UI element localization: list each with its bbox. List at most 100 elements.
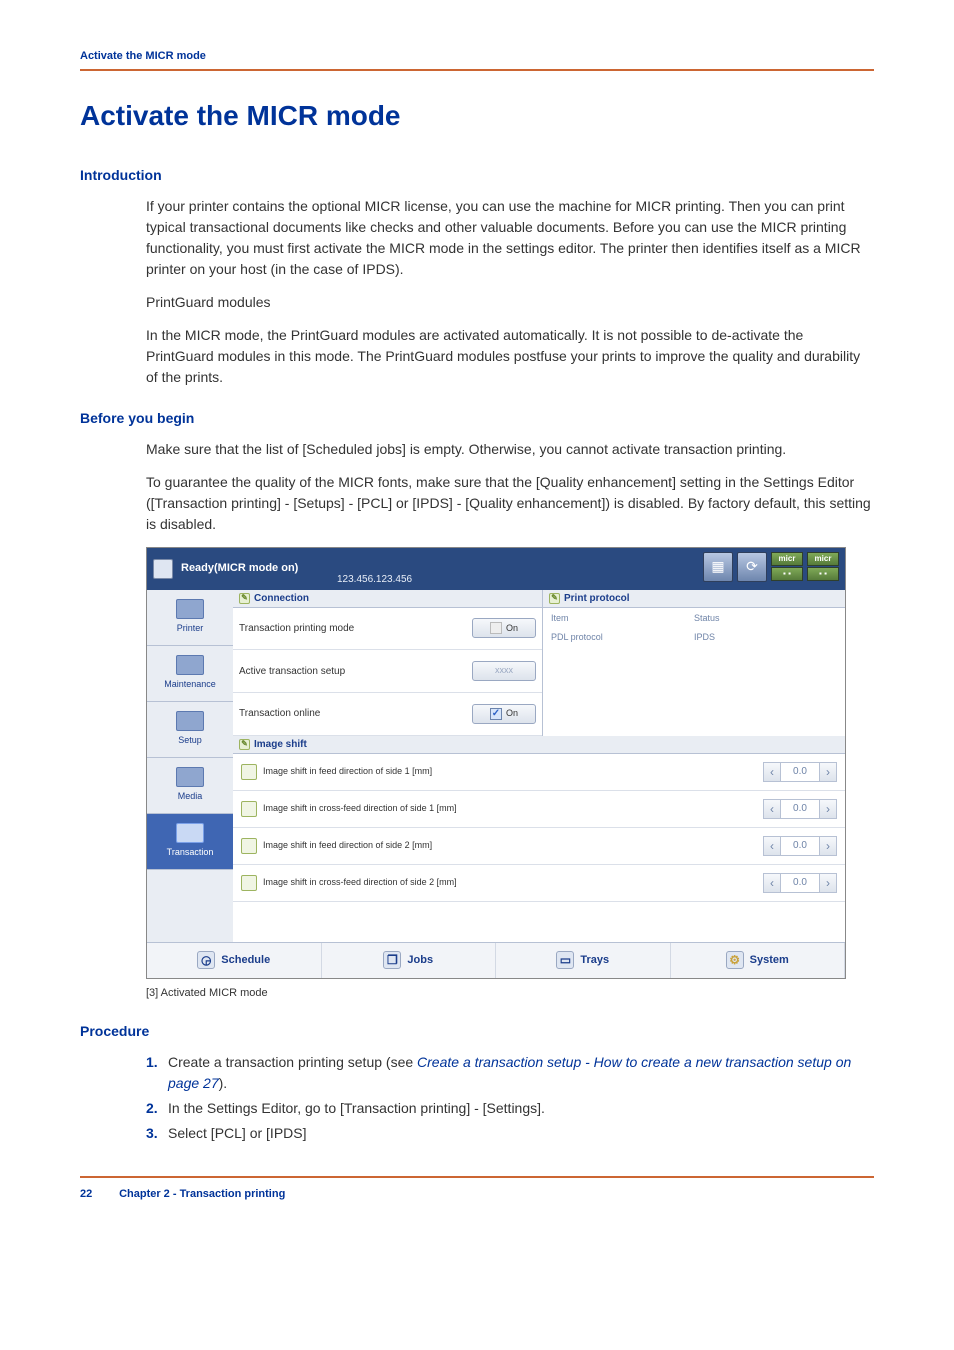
- before-p1: Make sure that the list of [Scheduled jo…: [146, 439, 874, 460]
- procedure-step: 3. Select [PCL] or [IPDS]: [146, 1123, 874, 1144]
- tab-schedule[interactable]: Schedule: [147, 943, 322, 978]
- step-text: In the Settings Editor, go to [Transacti…: [168, 1100, 545, 1116]
- micr-indicator-2b: ▪ ▪: [807, 567, 839, 581]
- printer-icon: [176, 599, 204, 619]
- step-value: 0.0: [781, 836, 819, 856]
- shift-label: Image shift in cross-feed direction of s…: [263, 876, 763, 890]
- nav-printer[interactable]: Printer: [147, 590, 233, 646]
- page-number: 22: [80, 1186, 116, 1203]
- panel-heading-text: Image shift: [254, 737, 307, 752]
- footer-rule: [80, 1176, 874, 1178]
- procedure-step: 2. In the Settings Editor, go to [Transa…: [146, 1098, 874, 1119]
- intro-p3: In the MICR mode, the PrintGuard modules…: [146, 325, 874, 388]
- nav-transaction[interactable]: Transaction: [147, 814, 233, 870]
- shift-row-4: Image shift in cross-feed direction of s…: [233, 865, 845, 902]
- media-icon: [176, 767, 204, 787]
- nav-maintenance[interactable]: Maintenance: [147, 646, 233, 702]
- toolbar-icon-2[interactable]: ⟳: [737, 552, 767, 582]
- micr-indicator-1b: ▪ ▪: [771, 567, 803, 581]
- step-text-post: ).: [219, 1075, 228, 1091]
- toggle-text: On: [506, 622, 518, 636]
- step-value: 0.0: [781, 873, 819, 893]
- section-before-heading: Before you begin: [80, 408, 874, 429]
- nav-label: Setup: [178, 734, 202, 748]
- schedule-icon: [197, 951, 215, 969]
- step-down-button[interactable]: ‹: [763, 762, 781, 782]
- select-active-setup[interactable]: xxxx: [472, 661, 536, 681]
- shift-label: Image shift in feed direction of side 1 …: [263, 765, 763, 779]
- panel-print-protocol: ✎ Print protocol Item Status PDL protoco…: [543, 590, 845, 736]
- blank-area: [233, 902, 845, 942]
- stepper-shift-4: ‹ 0.0 ›: [763, 873, 837, 893]
- step-up-button[interactable]: ›: [819, 762, 837, 782]
- row-label: Transaction online: [239, 706, 472, 721]
- nav-setup[interactable]: Setup: [147, 702, 233, 758]
- main-area: Printer Maintenance Setup Media Transact…: [147, 590, 845, 942]
- step-up-button[interactable]: ›: [819, 799, 837, 819]
- step-down-button[interactable]: ‹: [763, 873, 781, 893]
- step-up-button[interactable]: ›: [819, 873, 837, 893]
- right-panels: ✎ Connection Transaction printing mode ✓…: [233, 590, 845, 942]
- toggle-text: On: [506, 707, 518, 721]
- section-introduction-heading: Introduction: [80, 165, 874, 186]
- window-subtitle: 123.456.123.456: [337, 572, 412, 587]
- tab-label: Jobs: [407, 952, 433, 969]
- app-icon: [153, 559, 173, 579]
- step-number: 2.: [146, 1098, 158, 1119]
- row-active-transaction-setup: Active transaction setup xxxx: [233, 650, 542, 693]
- shift-row-1: Image shift in feed direction of side 1 …: [233, 754, 845, 791]
- protocol-status: IPDS: [694, 631, 837, 645]
- step-number: 3.: [146, 1123, 158, 1144]
- tab-label: Trays: [580, 952, 609, 969]
- step-down-button[interactable]: ‹: [763, 799, 781, 819]
- stepper-shift-1: ‹ 0.0 ›: [763, 762, 837, 782]
- xref-create-transaction-setup[interactable]: Create a transaction setup - How to crea…: [417, 1054, 832, 1070]
- panel-image-shift: ✎ Image shift Image shift in feed direct…: [233, 736, 845, 942]
- edit-icon: ✎: [239, 739, 250, 750]
- tab-system[interactable]: System: [671, 943, 846, 978]
- nav-label: Maintenance: [164, 678, 216, 692]
- left-nav: Printer Maintenance Setup Media Transact…: [147, 590, 233, 942]
- stepper-shift-3: ‹ 0.0 ›: [763, 836, 837, 856]
- transaction-icon: [176, 823, 204, 843]
- step-text: Select [PCL] or [IPDS]: [168, 1125, 307, 1141]
- window-title: Ready(MICR mode on): [181, 560, 298, 577]
- jobs-icon: [383, 951, 401, 969]
- step-down-button[interactable]: ‹: [763, 836, 781, 856]
- shift-label: Image shift in feed direction of side 2 …: [263, 839, 763, 853]
- toggle-transaction-printing-mode[interactable]: ✓ On: [472, 618, 536, 638]
- step-up-button[interactable]: ›: [819, 836, 837, 856]
- bottom-tabbar: Schedule Jobs Trays System: [147, 942, 845, 978]
- row-transaction-printing-mode: Transaction printing mode ✓ On: [233, 608, 542, 651]
- panel-heading-text: Print protocol: [564, 591, 630, 606]
- trays-icon: [556, 951, 574, 969]
- micr-indicator-2: micr: [807, 552, 839, 566]
- protocol-value-row: PDL protocol IPDS: [543, 629, 845, 645]
- protocol-header-row: Item Status: [543, 608, 845, 630]
- toolbar-icon-1[interactable]: ▦: [703, 552, 733, 582]
- col-item-header: Item: [551, 612, 694, 626]
- nav-media[interactable]: Media: [147, 758, 233, 814]
- panel-connection: ✎ Connection Transaction printing mode ✓…: [233, 590, 543, 736]
- procedure-list: 1. Create a transaction printing setup (…: [146, 1052, 874, 1144]
- shift-row-3: Image shift in feed direction of side 2 …: [233, 828, 845, 865]
- figure-caption: [3] Activated MICR mode: [146, 985, 874, 1002]
- row-label: Active transaction setup: [239, 664, 472, 679]
- toggle-transaction-online[interactable]: ✓ On: [472, 704, 536, 724]
- stepper-shift-2: ‹ 0.0 ›: [763, 799, 837, 819]
- shift-icon: [241, 838, 257, 854]
- edit-icon: ✎: [549, 593, 560, 604]
- setup-icon: [176, 711, 204, 731]
- tab-trays[interactable]: Trays: [496, 943, 671, 978]
- step-value: 0.0: [781, 799, 819, 819]
- intro-p1: If your printer contains the optional MI…: [146, 196, 874, 280]
- before-block: Make sure that the list of [Scheduled jo…: [146, 439, 874, 535]
- xref-text: Create a transaction setup - How to crea…: [417, 1054, 832, 1070]
- section-procedure-heading: Procedure: [80, 1021, 874, 1042]
- tab-label: Schedule: [221, 952, 270, 969]
- tab-jobs[interactable]: Jobs: [322, 943, 497, 978]
- titlebar-right-icons: ▦ ⟳ micr ▪ ▪ micr ▪ ▪: [703, 552, 839, 582]
- header-rule: [80, 69, 874, 71]
- shift-label: Image shift in cross-feed direction of s…: [263, 802, 763, 816]
- page-footer: 22 Chapter 2 - Transaction printing: [80, 1186, 874, 1203]
